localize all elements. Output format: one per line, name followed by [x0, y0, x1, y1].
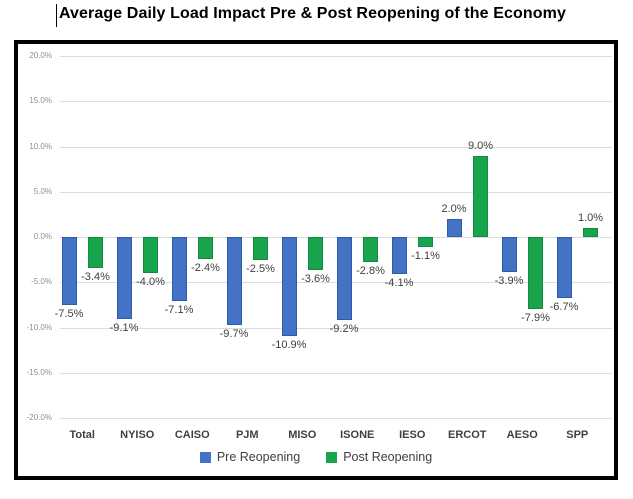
data-label: -3.9% — [494, 275, 524, 288]
data-label: -4.1% — [384, 277, 414, 290]
text-cursor — [56, 4, 57, 27]
category-label-ieso: IESO — [399, 429, 426, 441]
y-axis-tick-label: 10.0% — [29, 142, 52, 151]
data-label: -6.7% — [549, 300, 579, 313]
bar-pre-reopening-ercot[interactable] — [446, 218, 462, 237]
bar-post-reopening-total[interactable] — [88, 237, 103, 268]
category-label-total: Total — [69, 429, 95, 441]
y-axis-tick-label: -20.0% — [26, 413, 52, 422]
data-label: -3.6% — [301, 272, 330, 285]
category-label-pjm: PJM — [235, 429, 259, 441]
bar-post-reopening-pjm[interactable] — [253, 237, 268, 260]
bar-pre-reopening-miso[interactable] — [281, 237, 297, 336]
bar-pre-reopening-ieso[interactable] — [391, 237, 407, 275]
bar-post-reopening-ercot[interactable] — [473, 155, 488, 237]
bar-pre-reopening-pjm[interactable] — [226, 237, 242, 325]
legend-swatch-icon — [326, 451, 338, 463]
data-label: -9.2% — [329, 323, 359, 336]
legend-label: Post Reopening — [343, 450, 433, 464]
gridline — [60, 282, 612, 283]
bar-pre-reopening-aeso[interactable] — [501, 237, 517, 273]
y-axis-tick-label: 20.0% — [29, 51, 52, 60]
bar-post-reopening-ieso[interactable] — [418, 237, 433, 247]
category-label-nyiso: NYISO — [120, 429, 155, 441]
data-label: -2.5% — [246, 262, 275, 275]
data-label: -10.9% — [271, 338, 307, 351]
bar-post-reopening-isone[interactable] — [363, 237, 378, 263]
category-label-spp: SPP — [566, 429, 589, 441]
page-title[interactable]: Average Daily Load Impact Pre & Post Reo… — [59, 5, 566, 22]
data-label: 9.0% — [467, 139, 494, 152]
data-label: -9.7% — [219, 327, 249, 340]
category-label-isone: ISONE — [340, 429, 375, 441]
data-label: -7.9% — [521, 311, 550, 324]
legend-label: Pre Reopening — [216, 450, 301, 464]
bar-pre-reopening-isone[interactable] — [336, 237, 352, 321]
gridline — [60, 373, 612, 374]
y-axis-tick-label: 0.0% — [33, 232, 52, 241]
category-label-caiso: CAISO — [174, 429, 210, 441]
category-label-miso: MISO — [288, 429, 317, 441]
gridline — [60, 56, 612, 57]
bar-pre-reopening-total[interactable] — [61, 237, 77, 305]
legend-swatch-icon — [199, 451, 211, 463]
plot-area: 20.0% 15.0% 10.0% 5.0% 0.0% -5.0% -10.0% -15.0%… — [18, 44, 614, 476]
category-label-aeso: AESO — [506, 429, 538, 441]
y-axis-tick-label: -10.0% — [26, 323, 52, 332]
data-label: -2.8% — [356, 265, 385, 278]
legend: Pre Reopening Post Reopening — [18, 450, 614, 464]
chart-frame[interactable]: 20.0% 15.0% 10.0% 5.0% 0.0% -5.0% -10.0% -15.0%… — [14, 40, 618, 480]
data-label: 1.0% — [577, 211, 604, 224]
bar-post-reopening-miso[interactable] — [308, 237, 323, 270]
y-axis-tick-label: -15.0% — [26, 368, 52, 377]
data-label: -9.1% — [109, 322, 139, 335]
data-label: 2.0% — [441, 202, 467, 215]
legend-item-0[interactable]: Pre Reopening — [199, 450, 301, 464]
data-label: -4.0% — [136, 276, 165, 289]
bar-post-reopening-aeso[interactable] — [528, 237, 543, 309]
bar-pre-reopening-spp[interactable] — [556, 237, 572, 298]
data-label: -2.4% — [191, 261, 220, 274]
data-label: -7.5% — [54, 307, 84, 320]
y-axis-tick-label: 15.0% — [29, 96, 52, 105]
bar-pre-reopening-nyiso[interactable] — [116, 237, 132, 320]
data-label: -7.1% — [164, 304, 194, 317]
bar-post-reopening-caiso[interactable] — [198, 237, 213, 259]
gridline — [60, 418, 612, 419]
bar-pre-reopening-caiso[interactable] — [171, 237, 187, 302]
gridline — [60, 192, 612, 193]
category-label-ercot: ERCOT — [448, 429, 487, 441]
bar-post-reopening-spp[interactable] — [583, 227, 598, 237]
legend-item-1[interactable]: Post Reopening — [326, 450, 432, 464]
data-label: -3.4% — [81, 270, 110, 283]
y-axis-tick-label: 5.0% — [33, 187, 52, 196]
gridline — [60, 328, 612, 329]
data-label: -1.1% — [411, 250, 440, 262]
bar-post-reopening-nyiso[interactable] — [143, 237, 158, 274]
gridline — [60, 237, 612, 238]
gridline — [60, 147, 612, 148]
y-axis-tick-label: -5.0% — [31, 277, 52, 286]
gridline — [60, 101, 612, 102]
